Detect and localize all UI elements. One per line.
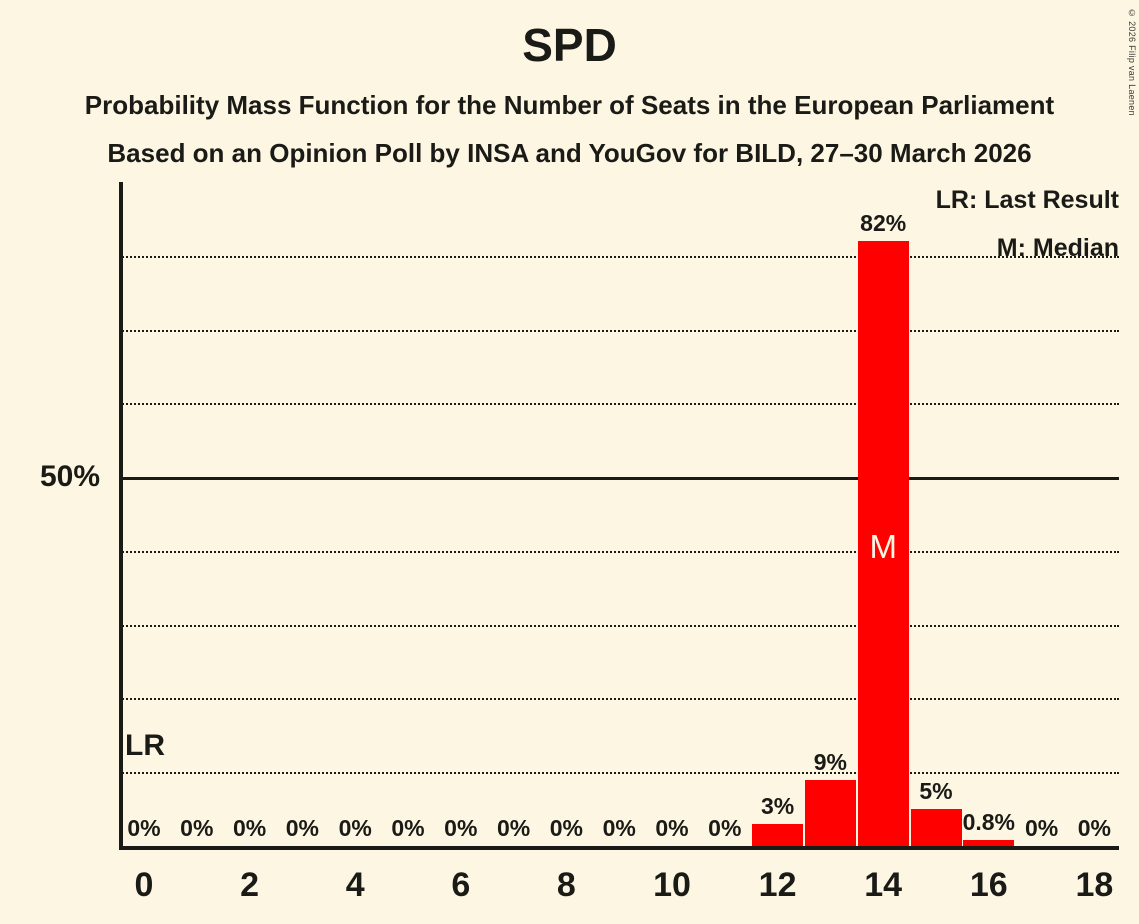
- x-tick-12: 12: [758, 866, 797, 904]
- x-tick-8: 8: [556, 866, 576, 904]
- gridline-30: [119, 624, 1119, 627]
- bar-seat-12: [752, 823, 804, 846]
- legend-last-result: LR: Last Result: [935, 186, 1119, 214]
- plot-area: M 0% 0% 0% 0% 0% 0% 0% 0% 0% 0% 0% 0% 3% 9% 82% 5% 0.8% 0…: [119, 182, 1119, 850]
- copyright-notice: © 2026 Filip van Laenen: [1127, 8, 1137, 116]
- bar-label-seat-12: 3%: [760, 792, 795, 819]
- bar-label-seat-1: 0%: [180, 815, 214, 841]
- gridline-20: [119, 698, 1119, 701]
- bar-label-seat-9: 0%: [602, 815, 636, 841]
- gridline-40: [119, 550, 1119, 553]
- x-tick-16: 16: [969, 866, 1008, 904]
- title-block: SPD Probability Mass Function for the Nu…: [0, 0, 1139, 166]
- y-axis-tick-label-50: 50%: [39, 460, 100, 493]
- bar-label-seat-16: 0.8%: [962, 809, 1016, 836]
- x-tick-10: 10: [653, 866, 691, 904]
- bar-label-seat-11: 0%: [708, 815, 742, 841]
- page-title: SPD: [522, 19, 617, 71]
- bar-seat-14: [857, 241, 909, 846]
- bar-label-seat-13: 9%: [813, 748, 848, 775]
- bar-label-seat-0: 0%: [127, 815, 161, 841]
- x-tick-14: 14: [864, 866, 903, 904]
- chart-subtitle-source: Based on an Opinion Poll by INSA and You…: [107, 138, 1032, 168]
- bar-label-seat-4: 0%: [338, 815, 372, 841]
- x-tick-18: 18: [1075, 866, 1114, 904]
- chart-subtitle: Probability Mass Function for the Number…: [84, 90, 1055, 120]
- bar-label-seat-18: 0%: [1077, 815, 1112, 841]
- x-axis-line: [119, 846, 1119, 850]
- x-tick-6: 6: [451, 866, 471, 904]
- gridline-80: [119, 255, 1119, 258]
- bar-seat-15: [910, 809, 962, 846]
- bar-seat-13: [804, 779, 856, 846]
- bar-label-seat-15: 5%: [919, 778, 953, 805]
- x-tick-4: 4: [345, 866, 365, 904]
- gridline-70: [119, 329, 1119, 332]
- last-result-marker: LR: [125, 729, 165, 762]
- gridline-50: [119, 477, 1119, 481]
- bar-label-seat-17: 0%: [1024, 815, 1059, 841]
- bar-label-seat-3: 0%: [285, 815, 320, 841]
- x-tick-2: 2: [240, 866, 260, 904]
- y-axis-line: [119, 182, 123, 846]
- bar-label-seat-14: 82%: [860, 210, 907, 237]
- gridline-10: [119, 772, 1119, 775]
- gridline-60: [119, 403, 1119, 406]
- bar-label-seat-10: 0%: [655, 815, 689, 841]
- bar-label-seat-5: 0%: [391, 815, 425, 841]
- median-marker: M: [869, 528, 897, 565]
- x-tick-0: 0: [134, 866, 154, 904]
- bar-label-seat-8: 0%: [549, 815, 584, 841]
- bar-label-seat-2: 0%: [232, 815, 267, 841]
- bar-label-seat-7: 0%: [496, 815, 531, 841]
- bar-seat-16: [963, 840, 1015, 846]
- bar-label-seat-6: 0%: [444, 815, 478, 841]
